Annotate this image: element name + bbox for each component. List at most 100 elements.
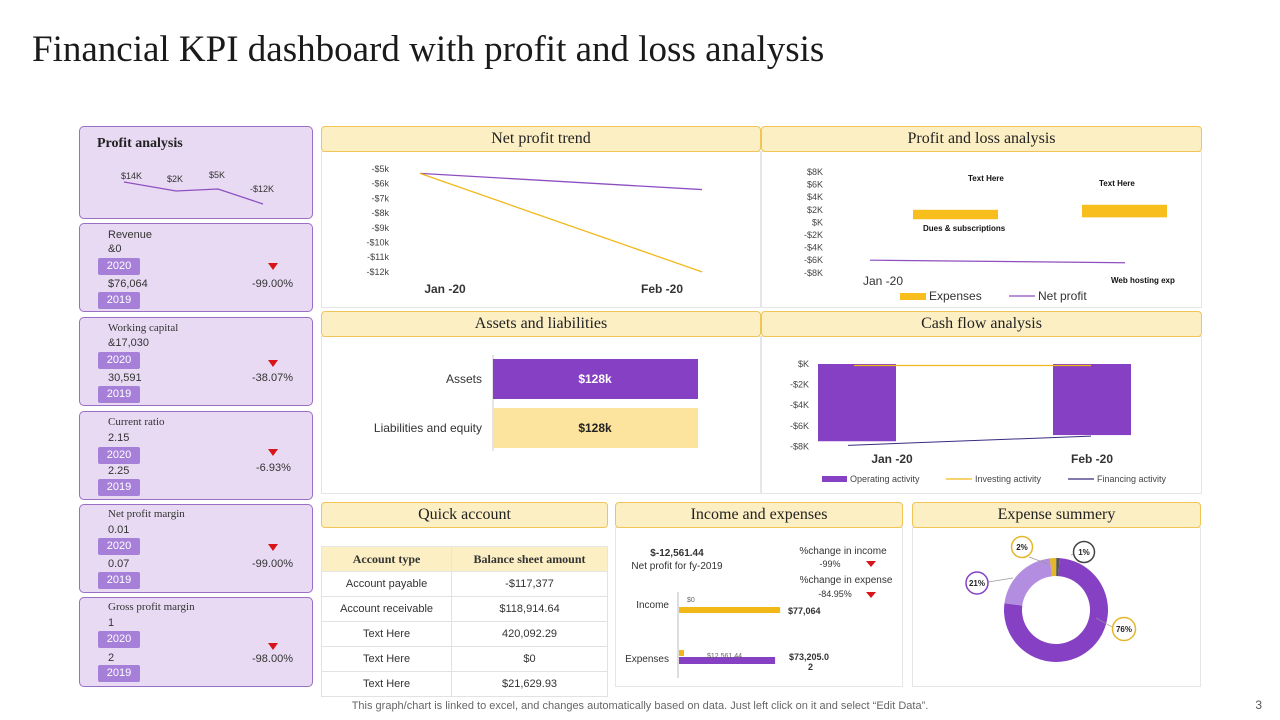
kpi-card-net-profit-margin: Net profit margin 0.01 2020 0.07 -99.00%… [79,504,313,593]
callout-line-76 [1095,617,1115,629]
kpi-value-2019: $76,064 [108,278,148,290]
kpi-change: -6.93% [256,462,291,474]
table-cell: $21,629.93 [451,671,608,697]
table-cell: Text Here [320,621,453,647]
y-tick-label: $6K [807,180,823,190]
kpi-value-2020: &0 [108,243,122,255]
column-header: Account type [320,546,453,572]
donut-slice [1049,558,1057,577]
net-profit-trend-header: Net profit trend [321,126,761,152]
kpi-value-2020: 0.01 [108,524,130,536]
y-tick-label: -$2K [790,380,809,390]
x-label-jan: Jan -20 [424,282,466,296]
y-tick-label: -$8K [804,268,823,278]
quick-account-header: Quick account [321,502,608,528]
pl-note-web: Web hosting exp [1111,276,1175,285]
y-tick-label: -$8K [790,441,809,451]
x-label-feb: Feb -20 [641,282,683,296]
callout-1-label: 1% [1078,548,1090,557]
pct-income-value: -99% [819,559,840,569]
y-tick-label: -$2K [804,230,823,240]
kpi-value-2019: 30,591 [108,372,142,384]
kpi-change: -99.00% [252,278,293,290]
down-arrow-icon [268,449,278,456]
pct-expense-value: -84.95% [818,589,852,599]
table-row: Text Here 420,092.29 [320,621,608,647]
cashflow-header: Cash flow analysis [761,311,1202,337]
y-tick-label: -$11k [367,252,389,262]
liabilities-bar [493,408,698,448]
y-tick-label: $K [812,217,823,227]
kpi-year-2019: 2019 [98,386,140,403]
y-tick-label: -$6K [804,255,823,265]
legend-operating-label: Operating activity [850,474,920,484]
kpi-card-current-ratio: Current ratio 2.15 2020 2.25 -6.93% 2019 [79,411,313,500]
callout-21-label: 21% [969,579,985,588]
assets-label: Assets [446,372,482,386]
donut-slice [1004,558,1108,662]
profit-analysis-title: Profit analysis [97,136,183,151]
kpi-change: -98.00% [252,653,293,665]
y-tick-label: $2K [807,205,823,215]
kpi-value-2019: 2 [108,652,115,664]
expenses-bar-jan [913,209,998,220]
down-arrow-icon [268,544,278,551]
table-row: Account receivable $118,914.64 [320,596,608,622]
profit-analysis-sparkline: $14K $2K $5K -$12K [121,170,274,205]
pct-expense-label: %change in expense [800,575,893,586]
pct-income-label: %change in income [799,546,887,557]
y-tick-label: -$6K [790,421,809,431]
kpi-value-2020: &17,030 [108,337,149,349]
quick-account-table: Account type Balance sheet amount Accoun… [320,546,608,697]
income-label: Income [636,600,669,611]
callout-21-circle [965,571,989,595]
kpi-year-2019: 2019 [98,665,140,682]
income-header: Income and expenses [615,502,903,528]
kpi-value-2019: 0.07 [108,558,130,570]
expenses-value-label-1: $73,205.0 [789,652,829,662]
x-label-jan: Jan -20 [863,274,903,288]
x-label-feb: Feb -20 [1071,452,1113,466]
table-cell: $118,914.64 [451,596,608,622]
kpi-year-2019: 2019 [98,292,140,309]
page-title: Financial KPI dashboard with profit and … [32,29,825,70]
assets-header: Assets and liabilities [321,311,761,337]
operating-bar-feb [1053,364,1131,436]
kpi-card-working-capital: Working capital &17,030 2020 30,591 -38.… [79,317,313,406]
income-expenses-chart: $-12,561.44 Net profit for fy-2019 %chan… [625,546,893,678]
table-cell: Text Here [320,646,453,672]
y-tick-label: -$5k [371,164,389,174]
legend-investing-label: Investing activity [975,474,1042,484]
net-profit-trend-chart: -$5k -$6k -$7k -$8k -$9k -$10k -$11k -$12k Jan … [366,164,703,296]
y-tick-label: -$6k [371,179,389,189]
kpi-name: Net profit margin [108,508,185,520]
pl-note-1: Text Here [968,174,1004,183]
y-tick-label: -$4K [790,400,809,410]
table-cell: Account payable [320,571,453,597]
kpi-year-2020: 2020 [98,447,140,464]
net-profit-value: $-12,561.44 [650,548,704,559]
table-row: Account payable -$117,377 [320,571,608,597]
table-cell: Account receivable [320,596,453,622]
expenses-bar-2019 [679,657,776,664]
callout-line-2 [1028,556,1049,565]
liabilities-label: Liabilities and equity [374,421,482,435]
pl-note-dues: Dues & subscriptions [923,224,1006,233]
table-row: Text Here $21,629.93 [320,671,608,697]
kpi-year-2019: 2019 [98,479,140,496]
y-tick-label: -$8k [371,208,389,218]
operating-bar-jan [818,364,896,442]
assets-value-label: $128k [578,372,612,386]
callout-76-label: 76% [1116,625,1132,634]
callout-2-label: 2% [1016,543,1028,552]
y-tick-label: -$4K [804,243,823,253]
table-cell: $0 [451,646,608,672]
page-number: 3 [1255,698,1262,712]
income-value-label: $77,064 [788,606,821,616]
callout-2-circle [1010,535,1034,559]
kpi-value-2020: 1 [108,617,115,629]
income-small-label: $0 [687,597,695,604]
kpi-year-2020: 2020 [98,538,140,555]
kpi-name: Gross profit margin [108,601,195,613]
legend-net-profit-label: Net profit [1038,289,1087,303]
